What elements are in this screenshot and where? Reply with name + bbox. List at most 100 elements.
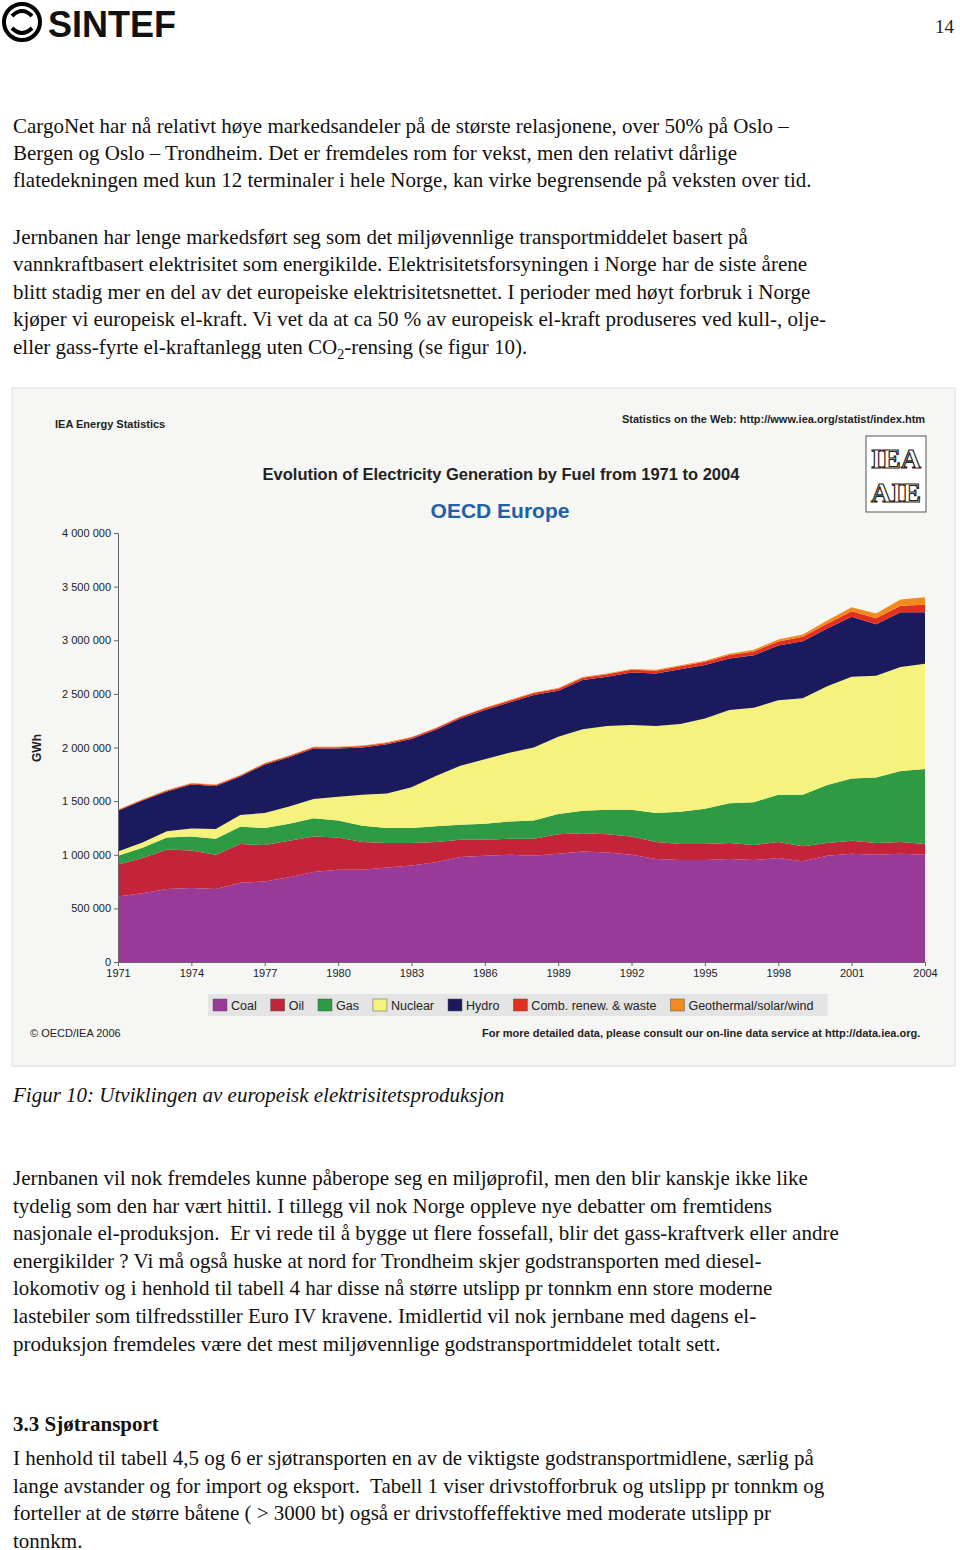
y-tick-label: 3 000 000: [62, 634, 111, 646]
x-tick-label: 1977: [253, 967, 277, 979]
x-tick-mark: [485, 962, 486, 966]
y-tick: 1 000 000: [62, 849, 118, 861]
legend-label: Comb. renew. & waste: [531, 999, 656, 1013]
y-tick-mark: [114, 694, 118, 695]
legend-swatch: [318, 999, 332, 1011]
y-tick-mark: [114, 533, 118, 534]
x-tick-label: 2001: [840, 967, 864, 979]
chart-background: [12, 388, 955, 1066]
x-tick-mark: [118, 962, 119, 966]
x-tick: 1992: [620, 962, 644, 979]
paragraph: Jernbanen vil nok fremdeles kunne påbero…: [13, 1166, 839, 1356]
logo-icon-detail: [12, 11, 32, 33]
x-tick-mark: [852, 962, 853, 966]
logo-text: SINTEF: [48, 4, 176, 45]
legend-label: Geothermal/solar/wind: [688, 999, 813, 1013]
x-tick-mark: [411, 962, 412, 966]
legend-label: Gas: [336, 999, 359, 1013]
x-tick: 1983: [400, 962, 424, 979]
chart-title: Evolution of Electricity Generation by F…: [263, 465, 741, 483]
x-tick-label: 1974: [180, 967, 204, 979]
annotation: © OECD/IEA 2006: [30, 1027, 121, 1039]
y-tick-mark: [114, 855, 118, 856]
y-tick-label: 500 000: [71, 902, 111, 914]
x-tick: 2001: [840, 962, 864, 979]
text-line: CargoNet har nå relativt høye markedsand…: [13, 114, 789, 138]
x-tick-mark: [632, 962, 633, 966]
legend-swatch: [448, 999, 462, 1011]
y-tick-label: 4 000 000: [62, 527, 111, 539]
x-tick: 1989: [546, 962, 570, 979]
x-axis-line: [119, 963, 926, 967]
figure-caption: Figur 10: Utviklingen av europeisk elekt…: [12, 1083, 504, 1107]
x-tick-label: 1998: [767, 967, 791, 979]
legend-label: Oil: [289, 999, 304, 1013]
x-tick-mark: [705, 962, 706, 966]
y-tick-mark: [114, 962, 118, 963]
x-tick: 1974: [180, 962, 204, 979]
y-tick: 3 500 000: [62, 581, 118, 593]
text-line: tydelig som den har vært hittil. I tille…: [13, 1194, 772, 1218]
annotation: Statistics on the Web: http://www.iea.or…: [622, 413, 925, 425]
page-number: 14: [935, 16, 955, 37]
y-tick-label: 2 500 000: [62, 688, 111, 700]
text-line: blitt stadig mer en del av det europeisk…: [13, 280, 810, 304]
legend-swatch: [271, 999, 285, 1011]
y-tick: 500 000: [71, 902, 118, 914]
text-line: lokomotiv og i henhold til tabell 4 har …: [13, 1276, 772, 1300]
x-tick: 1986: [473, 962, 497, 979]
paragraph: I henhold til tabell 4,5 og 6 er sjøtran…: [13, 1446, 825, 1550]
x-tick-label: 1971: [106, 967, 130, 979]
x-tick-label: 2004: [913, 967, 937, 979]
legend-swatch: [670, 999, 684, 1011]
legend-swatch: [373, 999, 387, 1011]
y-tick: 3 000 000: [62, 634, 118, 646]
area-series: [118, 612, 925, 851]
x-tick-label: 1989: [546, 967, 570, 979]
iea-logo-text: IEA: [871, 443, 922, 474]
y-tick-mark: [114, 640, 118, 641]
y-tick-mark: [114, 587, 118, 588]
section-heading: 3.3 Sjøtransport: [13, 1412, 159, 1436]
legend-label: Hydro: [466, 999, 499, 1013]
x-tick: 1995: [693, 962, 717, 979]
text-line: Bergen og Oslo – Trondheim. Det er fremd…: [13, 141, 737, 165]
text-line: forteller at de større båtene ( > 3000 b…: [13, 1501, 771, 1525]
legend: CoalOilGasNuclearHydroComb. renew. & was…: [208, 994, 827, 1016]
text-line: flatedekningen med kun 12 terminaler i h…: [13, 168, 812, 192]
x-tick-label: 1992: [620, 967, 644, 979]
text-run: -rensing (se figur 10).: [344, 335, 527, 359]
x-tick: 1977: [253, 962, 277, 979]
y-tick: 2 000 000: [62, 742, 118, 754]
logo-icon: [4, 4, 40, 40]
y-axis-line: [114, 534, 119, 963]
text-run: eller gass-fyrte el-kraftanlegg uten CO: [13, 335, 337, 359]
legend-background: [208, 994, 827, 1016]
plot-area: [118, 597, 925, 962]
y-tick-mark: [114, 908, 118, 909]
x-tick-mark: [191, 962, 192, 966]
y-tick-label: 1 500 000: [62, 795, 111, 807]
text-line: produksjon fremdeles være det mest miljø…: [13, 1332, 720, 1356]
subscript: 2: [337, 347, 344, 362]
annotation: IEA Energy Statistics: [55, 418, 165, 430]
y-tick-label: 3 500 000: [62, 581, 111, 593]
y-tick-label: 2 000 000: [62, 742, 111, 754]
chart-subtitle: OECD Europe: [431, 499, 570, 522]
x-tick-mark: [778, 962, 779, 966]
text-line: energikilder ? Vi må også huske at nord …: [13, 1249, 762, 1273]
y-tick: 4 000 000: [62, 527, 118, 539]
iea-logo-box: [866, 436, 926, 512]
x-tick-label: 1983: [400, 967, 424, 979]
text-line: lastebiler som tilfredsstiller Euro IV k…: [13, 1304, 756, 1328]
x-tick: 1998: [767, 962, 791, 979]
y-axis: 0500 0001 000 0001 500 0002 000 0002 500…: [62, 527, 118, 968]
text-line: nasjonale el-produksjon. Er vi rede til …: [13, 1221, 839, 1245]
text-line: vannkraftbasert elektrisitet som energik…: [13, 252, 807, 276]
text-line: I henhold til tabell 4,5 og 6 er sjøtran…: [13, 1446, 814, 1470]
x-tick: 1980: [326, 962, 350, 979]
text-line: eller gass-fyrte el-kraftanlegg uten CO2…: [13, 335, 527, 362]
x-tick-label: 1986: [473, 967, 497, 979]
paragraph: Jernbanen har lenge markedsført seg som …: [13, 225, 826, 362]
text-line: Jernbanen vil nok fremdeles kunne påbero…: [13, 1166, 808, 1190]
